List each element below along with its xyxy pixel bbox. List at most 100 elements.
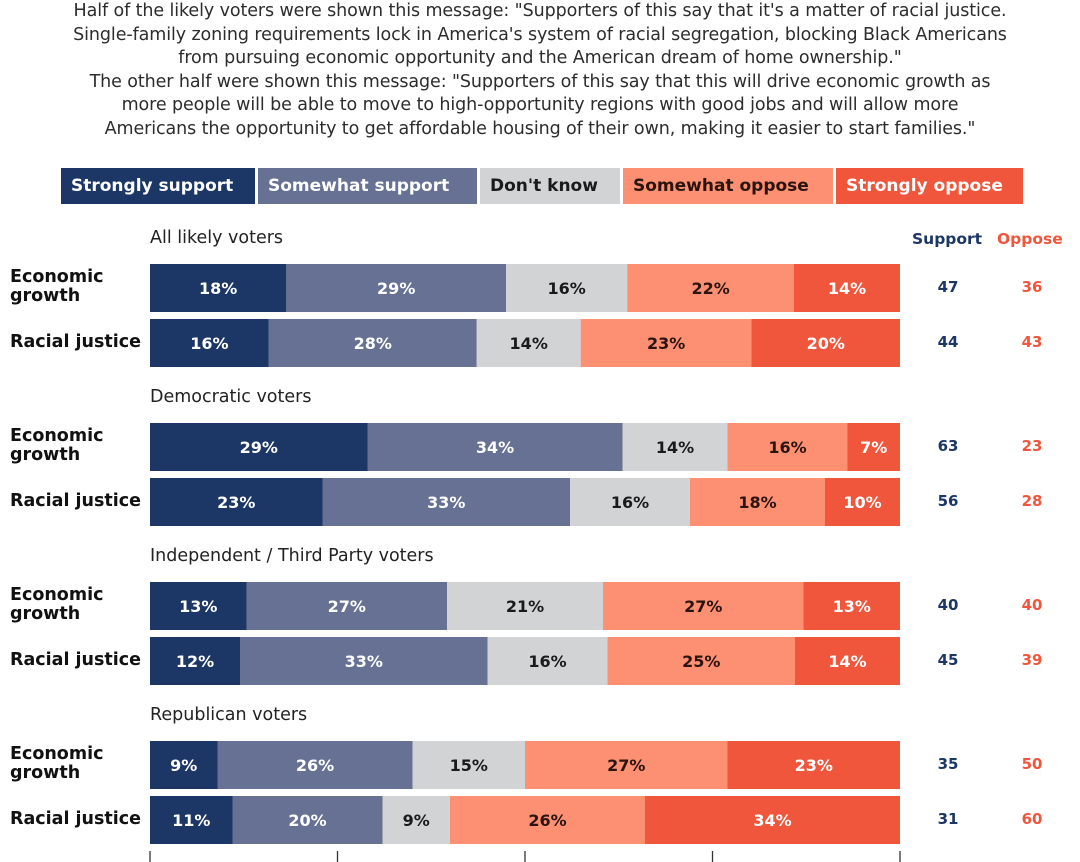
data-label: 14% <box>828 279 866 298</box>
data-label: 7% <box>860 438 887 457</box>
bar-segment-somewhat-oppose <box>602 582 804 630</box>
bar-segment-strongly-oppose <box>847 423 900 471</box>
bar-segment-somewhat-oppose <box>450 796 645 844</box>
data-label: 26% <box>296 756 334 775</box>
support-total: 45 <box>937 651 959 669</box>
bar-segment-somewhat-support <box>232 796 383 844</box>
data-label: 23% <box>647 334 685 353</box>
row-label: Racial justice <box>10 649 142 670</box>
bar-segment-dont-know <box>412 741 525 789</box>
bar-segment-strongly-oppose <box>825 478 900 526</box>
support-column-header: Support <box>912 230 983 248</box>
group-title: All likely voters <box>150 228 284 248</box>
data-label: 23% <box>217 493 255 512</box>
data-label: 16% <box>548 279 586 298</box>
oppose-total: 50 <box>1021 755 1043 773</box>
row-label: Economic growth <box>10 744 104 783</box>
oppose-total: 39 <box>1021 651 1043 669</box>
bar-segment-somewhat-oppose <box>690 478 825 526</box>
bar-segment-somewhat-support <box>240 637 488 685</box>
bar-segment-somewhat-support <box>246 582 448 630</box>
bar-segment-dont-know <box>476 319 581 367</box>
data-label: 33% <box>427 493 465 512</box>
bar-segment-strongly-oppose <box>803 582 900 630</box>
support-total: 56 <box>937 492 959 510</box>
data-label: 25% <box>682 652 720 671</box>
data-label: 22% <box>691 279 729 298</box>
legend-strongly-support: Strongly support <box>61 168 255 204</box>
data-label: 34% <box>753 811 791 830</box>
bar-segment-somewhat-oppose <box>525 741 728 789</box>
row-label: Racial justice <box>10 808 142 829</box>
bar-segment-dont-know <box>570 478 690 526</box>
data-label: 33% <box>345 652 383 671</box>
bar-segment-somewhat-support <box>367 423 623 471</box>
support-total: 35 <box>937 755 959 773</box>
bar-segment-strongly-support <box>150 478 323 526</box>
chart-legend: Strongly support Somewhat support Don't … <box>61 168 1026 204</box>
bar-segment-dont-know <box>382 796 450 844</box>
data-label: 20% <box>807 334 845 353</box>
subtitle-line: Half of the likely voters were shown thi… <box>73 1 1007 21</box>
bar-segment-somewhat-oppose <box>627 264 794 312</box>
bar-segment-somewhat-oppose <box>580 319 752 367</box>
row-label: Economic growth <box>10 585 104 624</box>
subtitle-line: from pursuing economic opportunity and t… <box>178 48 902 68</box>
data-label: 16% <box>611 493 649 512</box>
support-total: 40 <box>937 596 959 614</box>
bar-segment-somewhat-support <box>268 319 477 367</box>
data-label: 12% <box>176 652 214 671</box>
data-label: 9% <box>170 756 197 775</box>
bar-segment-strongly-support <box>150 423 368 471</box>
oppose-total: 36 <box>1021 278 1043 296</box>
subtitle-line: Single-family zoning requirements lock i… <box>73 24 1007 45</box>
bar-segment-strongly-support <box>150 637 240 685</box>
data-label: 28% <box>354 334 392 353</box>
support-total: 44 <box>937 333 959 351</box>
oppose-total: 40 <box>1021 596 1043 614</box>
oppose-total: 28 <box>1021 492 1043 510</box>
data-label: 16% <box>528 652 566 671</box>
bar-segment-strongly-support <box>150 796 233 844</box>
data-label: 20% <box>288 811 326 830</box>
data-label: 14% <box>828 652 866 671</box>
subtitle-line: The other half were shown this message: … <box>89 71 991 92</box>
data-label: 16% <box>190 334 228 353</box>
bar-segment-strongly-support <box>150 741 218 789</box>
row-label: Racial justice <box>10 331 142 352</box>
bar-segment-somewhat-support <box>286 264 507 312</box>
data-label: 13% <box>833 597 871 616</box>
bar-segment-strongly-oppose <box>793 264 900 312</box>
row-label: Racial justice <box>10 490 142 511</box>
bar-segment-somewhat-support <box>217 741 413 789</box>
bar-segment-strongly-support <box>150 319 269 367</box>
bar-segment-strongly-oppose <box>727 741 900 789</box>
legend-somewhat-oppose: Somewhat oppose <box>623 168 833 204</box>
chart-subtitle: Half of the likely voters were shown thi… <box>0 0 1080 141</box>
oppose-total: 60 <box>1021 810 1043 828</box>
legend-dont-know: Don't know <box>480 168 620 204</box>
data-label: 27% <box>684 597 722 616</box>
oppose-total: 43 <box>1021 333 1043 351</box>
bar-segment-strongly-support <box>150 264 287 312</box>
support-total: 63 <box>937 437 959 455</box>
subtitle-line: more people will be able to move to high… <box>121 95 959 115</box>
data-label: 18% <box>738 493 776 512</box>
bar-segment-strongly-oppose <box>751 319 900 367</box>
data-label: 11% <box>172 811 210 830</box>
row-label: Economic growth <box>10 426 104 465</box>
support-total: 31 <box>937 810 959 828</box>
support-total: 47 <box>937 278 959 296</box>
subtitle-line: Americans the opportunity to get afforda… <box>104 118 976 139</box>
bar-segment-strongly-oppose <box>795 637 900 685</box>
group-title: Democratic voters <box>150 387 312 407</box>
data-label: 26% <box>528 811 566 830</box>
bar-segment-strongly-support <box>150 582 247 630</box>
data-label: 27% <box>607 756 645 775</box>
row-label: Economic growth <box>10 267 104 306</box>
group-title: Independent / Third Party voters <box>150 546 434 566</box>
data-label: 14% <box>510 334 548 353</box>
data-label: 18% <box>199 279 237 298</box>
data-label: 23% <box>795 756 833 775</box>
bar-segment-somewhat-oppose <box>607 637 795 685</box>
